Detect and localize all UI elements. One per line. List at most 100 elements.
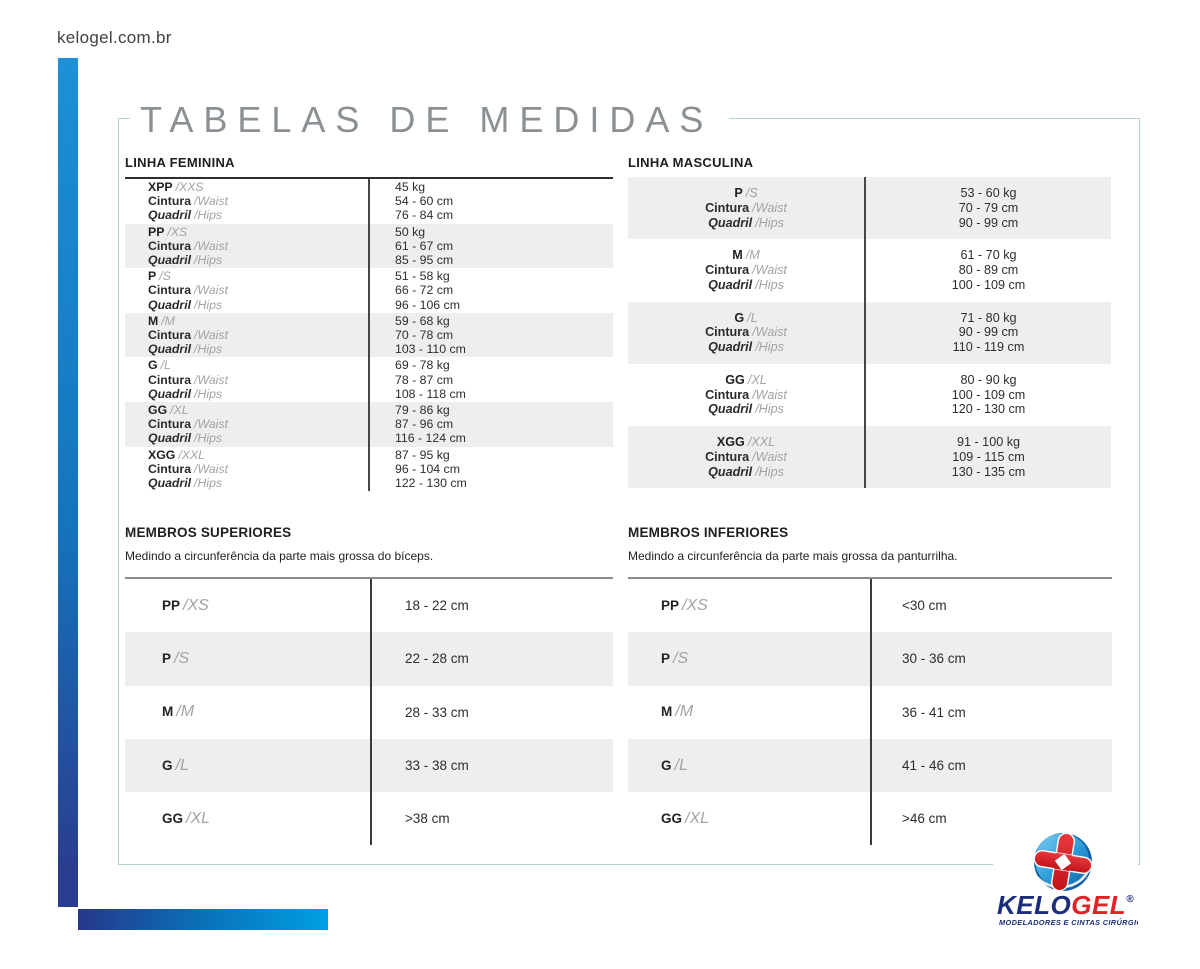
circumference-value: 28 - 33 cm (405, 704, 469, 720)
hips-value: 103 - 110 cm (395, 342, 466, 357)
size-values-cell: 45 kg 54 - 60 cm 76 - 84 cm (370, 179, 613, 224)
circumference-value: 33 - 38 cm (405, 758, 469, 774)
waist-value: 90 - 99 cm (958, 325, 1019, 340)
table-row: G/L Cintura/Waist Quadril/Hips 71 - 80 k… (628, 301, 1111, 364)
size-values-cell: 71 - 80 kg 90 - 99 cm 110 - 119 cm (866, 302, 1111, 364)
circumference-value: 22 - 28 cm (405, 651, 469, 667)
hips-value: 100 - 109 cm (951, 277, 1026, 292)
measure-hips-label-en: /Hips (755, 464, 784, 479)
measure-waist-label: Cintura (148, 372, 192, 387)
table-row: GG/XL Cintura/Waist Quadril/Hips 79 - 86… (125, 401, 613, 447)
hips-value: 120 - 130 cm (951, 402, 1026, 417)
masculina-rows: P/S Cintura/Waist Quadril/Hips 53 - 60 k… (628, 177, 1111, 489)
measure-waist-label: Cintura (705, 325, 750, 340)
size-code-intl: /S (174, 649, 190, 667)
hips-value: 90 - 99 cm (958, 215, 1019, 230)
measure-hips-label: Quadril (708, 464, 753, 479)
table-description-inferiores: Medindo a circunferência da parte mais g… (628, 549, 958, 563)
hips-value: 116 - 124 cm (395, 431, 466, 446)
measure-hips-label: Quadril (148, 342, 192, 357)
measure-hips-label-en: /Hips (194, 252, 223, 267)
size-code: P (661, 650, 671, 666)
table-title-masculina: LINHA MASCULINA (628, 155, 754, 170)
table-membros-inferiores: MEMBROS INFERIORES Medindo a circunferên… (628, 525, 1112, 846)
size-code: GG (661, 810, 683, 826)
size-code: G (162, 757, 173, 773)
size-label-cell: PP/XS (628, 579, 872, 633)
table-row: GG/XL >38 cm (125, 792, 613, 846)
circumference-value: >38 cm (405, 811, 450, 827)
size-code: G (661, 757, 672, 773)
waist-value: 66 - 72 cm (395, 283, 454, 298)
size-values-cell: 80 - 90 kg 100 - 109 cm 120 - 130 cm (866, 364, 1111, 426)
weight-value: 87 - 95 kg (395, 447, 450, 462)
weight-value: 71 - 80 kg (960, 310, 1017, 325)
measure-hips-label: Quadril (148, 431, 192, 446)
measure-waist-label-en: /Waist (752, 200, 787, 215)
measure-waist-label: Cintura (148, 327, 192, 342)
weight-value: 79 - 86 kg (395, 402, 450, 417)
table-membros-superiores: MEMBROS SUPERIORES Medindo a circunferên… (125, 525, 613, 846)
table-row: XGG/XXL Cintura/Waist Quadril/Hips 87 - … (125, 446, 613, 492)
size-code-intl: /M (176, 703, 195, 721)
measure-hips-label-en: /Hips (194, 297, 223, 312)
waist-value: 100 - 109 cm (951, 387, 1026, 402)
logo-cross-icon (1033, 832, 1093, 892)
feminina-rows: XPP/XXS Cintura/Waist Quadril/Hips 45 kg… (125, 179, 613, 492)
size-code: P (734, 185, 743, 200)
table-row: XPP/XXS Cintura/Waist Quadril/Hips 45 kg… (125, 179, 613, 224)
size-label-cell: P/S (125, 632, 372, 686)
size-code: G (148, 358, 158, 373)
measure-waist-label-en: /Waist (752, 387, 787, 402)
measure-hips-label: Quadril (708, 277, 753, 292)
measure-hips-label-en: /Hips (194, 475, 223, 490)
size-label-cell: GG/XL (628, 792, 872, 846)
circumference-value: <30 cm (902, 598, 947, 614)
size-code-intl: /XXL (178, 447, 206, 462)
measure-hips-label: Quadril (148, 297, 192, 312)
size-code: M (148, 313, 159, 328)
table-row: P/S 30 - 36 cm (628, 632, 1112, 686)
table-linha-feminina: LINHA FEMININA XPP/XXS Cintura/Waist Qua… (125, 155, 613, 492)
measure-waist-label: Cintura (705, 263, 750, 278)
measure-hips-label-en: /Hips (194, 431, 223, 446)
weight-value: 45 kg (395, 179, 426, 194)
size-label-cell: M/M (628, 685, 872, 739)
size-code-intl: /XL (747, 372, 767, 387)
table-linha-masculina: LINHA MASCULINA P/S Cintura/Waist Quadri… (628, 155, 1111, 489)
waist-value: 96 - 104 cm (395, 461, 460, 476)
size-code-intl: /XL (170, 402, 189, 417)
waist-value: 70 - 79 cm (958, 200, 1019, 215)
waist-value: 78 - 87 cm (395, 372, 454, 387)
site-url-link[interactable]: kelogel.com.br (57, 28, 172, 47)
size-code: P (148, 269, 157, 284)
size-code: GG (162, 810, 184, 826)
measure-hips-label-en: /Hips (194, 386, 223, 401)
measure-waist-label-en: /Waist (194, 194, 228, 209)
measure-hips-label-en: /Hips (194, 208, 223, 223)
circumference-value: 18 - 22 cm (405, 598, 469, 614)
size-label-cell: GG/XL Cintura/Waist Quadril/Hips (628, 363, 866, 427)
size-label-cell: XGG/XXL Cintura/Waist Quadril/Hips (628, 426, 866, 489)
measure-hips-label: Quadril (708, 215, 753, 230)
size-code-intl: /S (745, 185, 758, 200)
size-label-cell: P/S Cintura/Waist Quadril/Hips (628, 177, 866, 240)
size-label-cell: PP/XS Cintura/Waist Quadril/Hips (125, 223, 370, 269)
measure-waist-label: Cintura (148, 417, 192, 432)
size-code-intl: /L (747, 310, 758, 325)
measure-hips-label: Quadril (708, 340, 753, 355)
measure-hips-label-en: /Hips (755, 340, 784, 355)
measure-hips-label: Quadril (708, 402, 753, 417)
size-code-intl: /XXS (175, 179, 204, 194)
size-code-intl: /M (745, 248, 760, 263)
measure-waist-label: Cintura (705, 387, 750, 402)
table-row: XGG/XXL Cintura/Waist Quadril/Hips 91 - … (628, 426, 1111, 489)
size-code: PP (661, 597, 680, 613)
measure-waist-label-en: /Waist (194, 238, 228, 253)
size-label-cell: G/L (628, 738, 872, 793)
measure-hips-label-en: /Hips (755, 215, 784, 230)
size-label-cell: M/M (125, 685, 372, 739)
measure-waist-label-en: /Waist (752, 449, 787, 464)
measure-waist-label: Cintura (705, 200, 750, 215)
table-row: M/M 28 - 33 cm (125, 685, 613, 739)
